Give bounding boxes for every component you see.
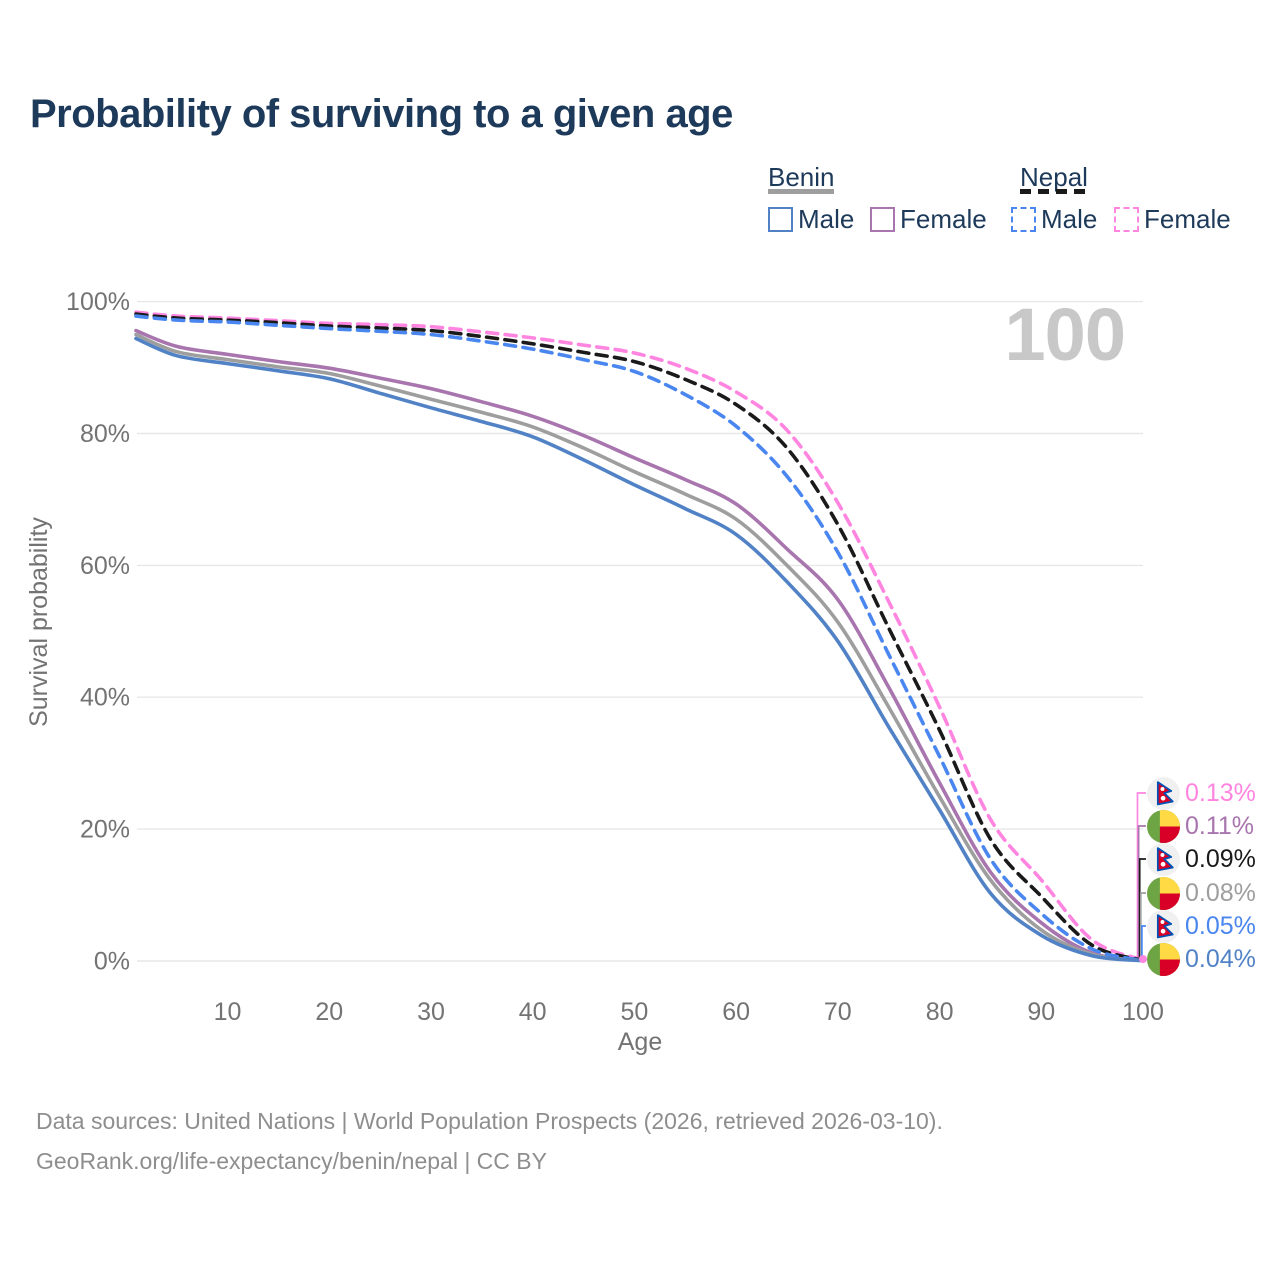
legend-item-nepal-female[interactable]: Female bbox=[1114, 204, 1231, 234]
legend-label-nepal-female: Female bbox=[1144, 203, 1231, 234]
x-tick-label: 50 bbox=[620, 998, 648, 1026]
end-value-nepal-male: 0.05% bbox=[1185, 911, 1256, 940]
y-tick-label: 80% bbox=[80, 420, 130, 448]
age-counter-watermark: 100 bbox=[1004, 293, 1126, 376]
end-label-benin-all: 0.08% bbox=[1147, 876, 1256, 910]
x-tick-label: 80 bbox=[926, 998, 954, 1026]
nepal-flag-icon bbox=[1147, 909, 1180, 943]
x-tick-label: 40 bbox=[519, 998, 547, 1026]
legend-label-nepal-male: Male bbox=[1041, 203, 1098, 234]
end-value-nepal-all: 0.09% bbox=[1185, 844, 1256, 873]
end-label-nepal-male: 0.05% bbox=[1147, 909, 1256, 943]
series-line-nepal-male bbox=[134, 314, 1145, 963]
benin-flag-icon bbox=[1147, 809, 1180, 843]
nepal-dashed-line-swatch bbox=[1020, 189, 1088, 194]
page-title: Probability of surviving to a given age bbox=[30, 92, 733, 136]
series-line-nepal-female bbox=[134, 310, 1145, 962]
x-axis-title: Age bbox=[618, 1028, 662, 1056]
benin-flag-icon bbox=[1147, 876, 1180, 910]
end-value-benin-male: 0.04% bbox=[1185, 944, 1256, 973]
attribution-text: GeoRank.org/life-expectancy/benin/nepal … bbox=[36, 1148, 547, 1174]
nepal-flag-icon bbox=[1147, 776, 1180, 810]
y-tick-label: 100% bbox=[66, 288, 130, 316]
end-label-benin-female: 0.11% bbox=[1147, 809, 1254, 843]
legend-item-benin-female[interactable]: Female bbox=[870, 204, 987, 234]
label-connector-benin-all bbox=[1139, 892, 1146, 958]
y-tick-label: 20% bbox=[80, 816, 130, 844]
end-label-nepal-all: 0.09% bbox=[1147, 842, 1256, 876]
legend-group-nepal-title: Nepal bbox=[1020, 162, 1088, 192]
y-tick-label: 60% bbox=[80, 552, 130, 580]
x-tick-label: 60 bbox=[722, 998, 750, 1026]
label-connector-nepal-female bbox=[1136, 792, 1146, 958]
label-connector-nepal-all bbox=[1138, 858, 1146, 958]
nepal-flag-icon bbox=[1147, 842, 1180, 876]
y-tick-label: 40% bbox=[80, 684, 130, 712]
benin-flag-icon bbox=[1147, 942, 1180, 976]
series-line-benin-female bbox=[134, 328, 1145, 963]
x-tick-label: 100 bbox=[1122, 998, 1164, 1026]
legend-item-nepal-male[interactable]: Male bbox=[1011, 204, 1097, 234]
series-line-benin-male bbox=[134, 336, 1145, 963]
legend-group-benin-title: Benin bbox=[768, 162, 835, 192]
end-value-nepal-female: 0.13% bbox=[1185, 778, 1256, 807]
label-connector-benin-female bbox=[1137, 825, 1146, 958]
x-tick-label: 10 bbox=[214, 998, 242, 1026]
y-axis-title: Survival probability bbox=[25, 517, 53, 727]
end-label-nepal-female: 0.13% bbox=[1147, 776, 1256, 810]
benin-solid-line-swatch bbox=[768, 189, 834, 194]
legend-item-benin-male[interactable]: Male bbox=[768, 204, 854, 234]
legend-label-benin-male: Male bbox=[798, 203, 855, 234]
x-tick-label: 20 bbox=[315, 998, 343, 1026]
end-value-benin-all: 0.08% bbox=[1185, 878, 1256, 907]
x-tick-label: 70 bbox=[824, 998, 852, 1026]
benin-female-swatch-icon bbox=[870, 206, 895, 232]
end-label-benin-male: 0.04% bbox=[1147, 942, 1256, 976]
endpoint-marker bbox=[1139, 955, 1147, 964]
nepal-female-swatch-icon bbox=[1114, 206, 1139, 232]
nepal-male-swatch-icon bbox=[1011, 206, 1036, 232]
y-tick-label: 0% bbox=[94, 948, 130, 976]
benin-male-swatch-icon bbox=[768, 206, 793, 232]
x-tick-label: 90 bbox=[1027, 998, 1055, 1026]
data-sources-text: Data sources: United Nations | World Pop… bbox=[36, 1108, 943, 1134]
x-tick-label: 30 bbox=[417, 998, 445, 1026]
label-connector-nepal-male bbox=[1141, 925, 1146, 958]
end-value-benin-female: 0.11% bbox=[1185, 811, 1255, 840]
series-line-nepal-all bbox=[134, 312, 1145, 963]
legend-label-benin-female: Female bbox=[900, 203, 987, 234]
series-line-benin-all bbox=[134, 332, 1145, 963]
